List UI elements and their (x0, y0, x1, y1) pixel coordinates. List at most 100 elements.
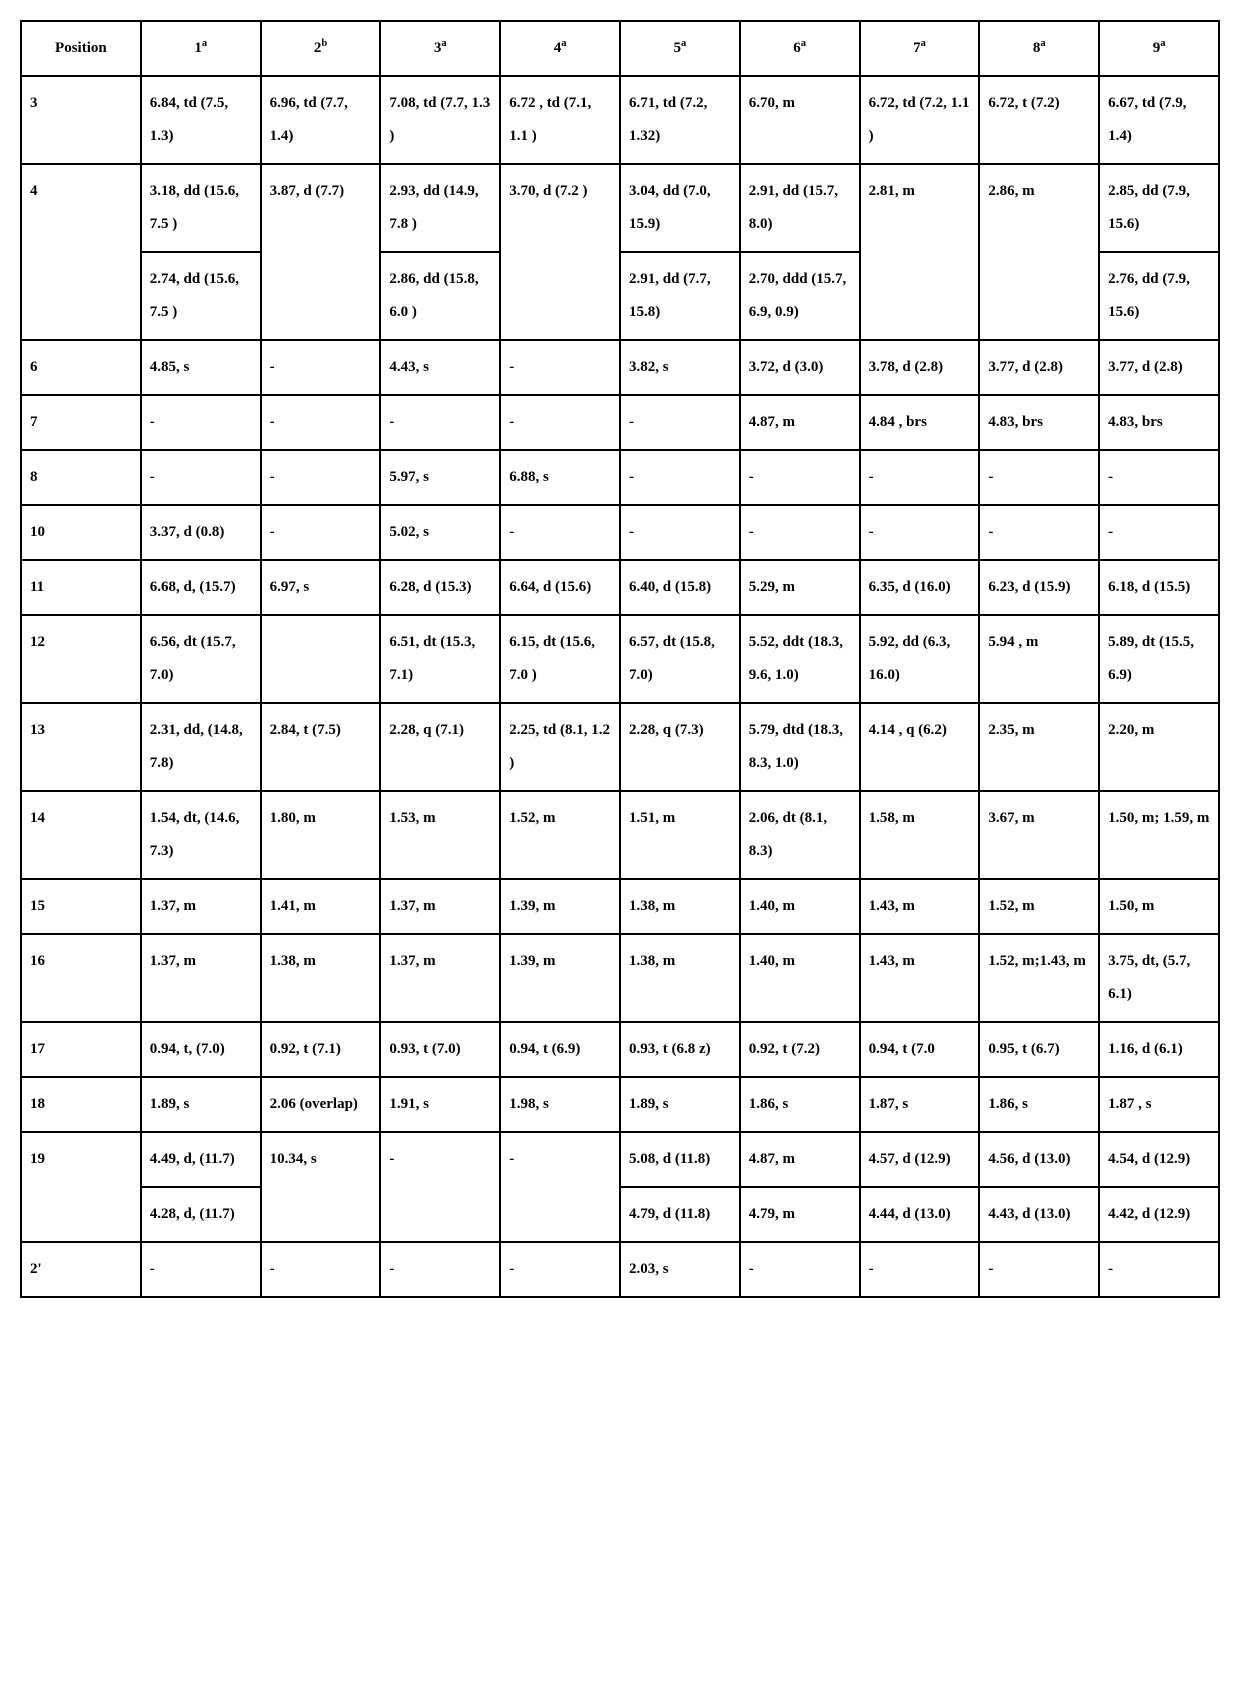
data-cell: 6.56, dt (15.7, 7.0) (141, 615, 261, 703)
data-cell: 6.70, m (740, 76, 860, 164)
data-cell: 1.87, s (860, 1077, 980, 1132)
data-cell: 6.71, td (7.2, 1.32) (620, 76, 740, 164)
data-cell: 2.06 (overlap) (261, 1077, 381, 1132)
data-cell: 2.28, q (7.3) (620, 703, 740, 791)
data-cell: 2.91, dd (7.7, 15.8) (620, 252, 740, 340)
data-cell: - (380, 1242, 500, 1297)
data-cell: 5.92, dd (6.3, 16.0) (860, 615, 980, 703)
data-cell: 2.74, dd (15.6, 7.5 ) (141, 252, 261, 340)
data-cell: 1.39, m (500, 934, 620, 1022)
data-cell: 2.93, dd (14.9, 7.8 ) (380, 164, 500, 252)
data-cell: 1.37, m (141, 934, 261, 1022)
data-cell: 3.77, d (2.8) (1099, 340, 1219, 395)
data-cell: - (261, 395, 381, 450)
data-cell: 6.72, td (7.2, 1.1 ) (860, 76, 980, 164)
table-row: 161.37, m1.38, m1.37, m1.39, m1.38, m1.4… (21, 934, 1219, 1022)
data-cell: 2.84, t (7.5) (261, 703, 381, 791)
data-cell: 1.40, m (740, 879, 860, 934)
col-header-8: 8a (979, 21, 1099, 76)
position-cell: 6 (21, 340, 141, 395)
data-cell: - (500, 340, 620, 395)
data-cell: 1.80, m (261, 791, 381, 879)
position-cell: 15 (21, 879, 141, 934)
data-cell: 3.75, dt, (5.7, 6.1) (1099, 934, 1219, 1022)
table-row: 126.56, dt (15.7, 7.0)6.51, dt (15.3, 7.… (21, 615, 1219, 703)
data-cell: - (261, 505, 381, 560)
data-cell: 4.85, s (141, 340, 261, 395)
data-cell: 1.39, m (500, 879, 620, 934)
table-row: 7-----4.87, m4.84 , brs4.83, brs4.83, br… (21, 395, 1219, 450)
col-sup: b (321, 38, 327, 49)
data-cell: 1.52, m (979, 879, 1099, 934)
data-cell: 10.34, s (261, 1132, 381, 1242)
data-cell: - (860, 1242, 980, 1297)
data-cell: 1.38, m (620, 879, 740, 934)
data-cell: - (380, 1132, 500, 1242)
data-cell: 2.35, m (979, 703, 1099, 791)
table-row: 4.28, d, (11.7)4.79, d (11.8)4.79, m4.44… (21, 1187, 1219, 1242)
data-cell: 0.93, t (7.0) (380, 1022, 500, 1077)
data-cell: 3.78, d (2.8) (860, 340, 980, 395)
data-cell: - (979, 450, 1099, 505)
data-cell: 1.37, m (380, 934, 500, 1022)
data-cell: - (141, 450, 261, 505)
col-header-position: Position (21, 21, 141, 76)
data-cell: 2.85, dd (7.9, 15.6) (1099, 164, 1219, 252)
col-sup: a (1160, 38, 1165, 49)
table-row: 181.89, s2.06 (overlap)1.91, s1.98, s1.8… (21, 1077, 1219, 1132)
data-cell: - (860, 505, 980, 560)
data-cell: 6.72 , td (7.1, 1.1 ) (500, 76, 620, 164)
data-cell: 1.38, m (620, 934, 740, 1022)
col-sup: a (202, 38, 207, 49)
nmr-data-table: Position1a2b3a4a5a6a7a8a9a 36.84, td (7.… (20, 20, 1220, 1298)
position-cell: 19 (21, 1132, 141, 1242)
data-cell: - (740, 505, 860, 560)
data-cell: - (141, 395, 261, 450)
data-cell: 5.94 , m (979, 615, 1099, 703)
data-cell: 4.87, m (740, 395, 860, 450)
data-cell: 6.35, d (16.0) (860, 560, 980, 615)
data-cell: 6.72, t (7.2) (979, 76, 1099, 164)
data-cell: - (500, 1132, 620, 1242)
data-cell: 2.81, m (860, 164, 980, 340)
table-row: 103.37, d (0.8)-5.02, s------ (21, 505, 1219, 560)
position-cell: 13 (21, 703, 141, 791)
data-cell: 1.54, dt, (14.6, 7.3) (141, 791, 261, 879)
col-header-7: 7a (860, 21, 980, 76)
table-row: 43.18, dd (15.6, 7.5 )3.87, d (7.7)2.93,… (21, 164, 1219, 252)
data-cell: 4.57, d (12.9) (860, 1132, 980, 1187)
data-cell: 1.91, s (380, 1077, 500, 1132)
data-cell: 4.42, d (12.9) (1099, 1187, 1219, 1242)
data-cell: 4.84 , brs (860, 395, 980, 450)
data-cell: - (141, 1242, 261, 1297)
data-cell: 6.18, d (15.5) (1099, 560, 1219, 615)
position-cell: 4 (21, 164, 141, 340)
data-cell: - (1099, 450, 1219, 505)
data-cell: 2.03, s (620, 1242, 740, 1297)
col-label: 7 (913, 40, 921, 56)
data-cell: 3.04, dd (7.0, 15.9) (620, 164, 740, 252)
col-sup: a (561, 38, 566, 49)
data-cell: 2.86, dd (15.8, 6.0 ) (380, 252, 500, 340)
data-cell: 4.43, s (380, 340, 500, 395)
data-cell: 0.92, t (7.1) (261, 1022, 381, 1077)
data-cell: 1.51, m (620, 791, 740, 879)
data-cell: - (500, 1242, 620, 1297)
data-cell: - (380, 395, 500, 450)
data-cell: 4.54, d (12.9) (1099, 1132, 1219, 1187)
data-cell: 6.15, dt (15.6, 7.0 ) (500, 615, 620, 703)
position-cell: 14 (21, 791, 141, 879)
data-cell: 1.52, m (500, 791, 620, 879)
col-header-3: 3a (380, 21, 500, 76)
data-cell: 6.68, d, (15.7) (141, 560, 261, 615)
data-cell: 2.86, m (979, 164, 1099, 340)
data-cell: 1.43, m (860, 934, 980, 1022)
data-cell: 3.72, d (3.0) (740, 340, 860, 395)
table-row: 132.31, dd, (14.8, 7.8)2.84, t (7.5)2.28… (21, 703, 1219, 791)
data-cell: 1.50, m (1099, 879, 1219, 934)
data-cell: 4.56, d (13.0) (979, 1132, 1099, 1187)
col-header-1: 1a (141, 21, 261, 76)
data-cell: 5.52, ddt (18.3, 9.6, 1.0) (740, 615, 860, 703)
data-cell: 4.79, m (740, 1187, 860, 1242)
data-cell: 1.58, m (860, 791, 980, 879)
